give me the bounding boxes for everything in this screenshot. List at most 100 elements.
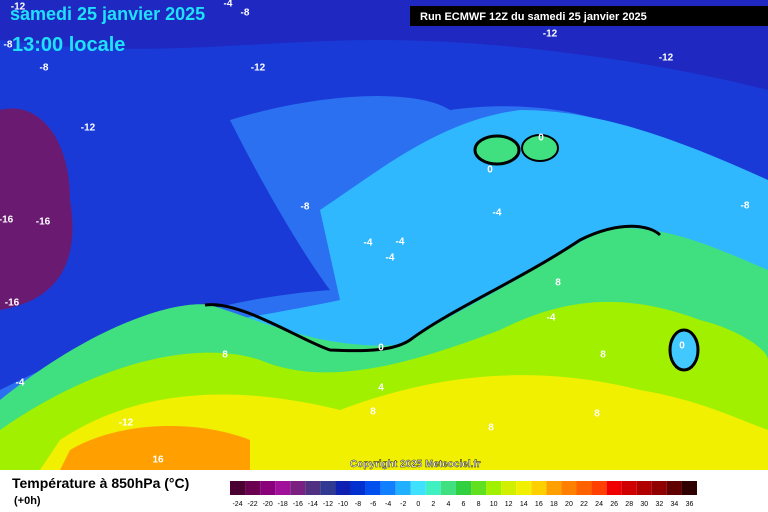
date-label: samedi 25 janvier 2025 [10,4,205,24]
colorbar-cell [531,481,547,495]
colorbar-label: -10 [338,501,348,508]
colorbar-cell [636,481,652,495]
contour-label: 16 [152,455,164,466]
contour-label: -8 [741,201,750,212]
colorbar-label: 10 [490,501,498,508]
colorbar-cell [486,481,502,495]
contour-label: -8 [4,40,13,51]
colorbar: -24 -22 -20 -18 -16 -14 -12 -10 -8 -6 -4 -2 0 2 4 6 8 10 1… [230,481,697,508]
colorbar-label: 14 [520,501,528,508]
colorbar-cell [290,481,306,495]
contour-label: -16 [0,215,14,226]
colorbar-cell [471,481,487,495]
contour-labels: -12 -4 -8 -12 -8 -8 -12 -12 -12 0 0 -8 -… [0,0,750,466]
colorbar-cell [681,481,697,495]
colorbar-cell [245,481,261,495]
colorbar-label: -12 [323,501,333,508]
contour-label: 4 [378,383,384,394]
colorbar-cell [576,481,592,495]
contour-label: -12 [251,63,266,74]
contour-label: -12 [119,418,134,429]
colorbar-cell [516,481,532,495]
legend-title: Température à 850hPa (°C) [12,475,189,491]
run-box [410,6,768,26]
colorbar-cell [621,481,637,495]
contour-label: 8 [222,350,228,361]
colorbar-cell [320,481,336,495]
contour-label: 0 [378,343,384,354]
colorbar-label: -4 [385,501,391,508]
contour-label: -4 [547,313,556,324]
contour-label: -4 [364,238,373,249]
colorbar-label: 32 [655,501,663,508]
colorbar-cell [335,481,351,495]
colorbar-label: 22 [580,501,588,508]
contour-label: -12 [11,2,26,13]
colorbar-cell [666,481,682,495]
contour-label: 8 [600,350,606,361]
colorbar-label: -24 [232,501,242,508]
colorbar-label: 2 [431,501,435,508]
colorbar-cell [380,481,396,495]
colorbar-label: 0 [416,501,420,508]
zero-isotherm-loop [473,134,521,166]
contour-label: -4 [493,208,502,219]
colorbar-label: -8 [355,501,361,508]
colorbar-cell [410,481,426,495]
colorbar-label: 16 [535,501,543,508]
forecast-step: (+0h) [14,495,41,507]
colorbar-cell [275,481,291,495]
contour-label: -12 [659,53,674,64]
zero-isotherm-loop [668,328,700,372]
colorbar-cell [561,481,577,495]
colorbar-label: 28 [625,501,633,508]
colorbar-cell [365,481,381,495]
colorbar-label: 12 [505,501,513,508]
colorbar-label: 20 [565,501,573,508]
colorbar-cell [395,481,411,495]
colorbar-cell [501,481,517,495]
contour-label: -16 [5,298,20,309]
contour-label: -4 [16,378,25,389]
map: -12 -4 -8 -12 -8 -8 -12 -12 -12 0 0 -8 -… [0,0,768,470]
colorbar-label: -2 [400,501,406,508]
time-label: 13:00 locale [12,34,125,56]
colorbar-cell [350,481,366,495]
cold-core [0,108,73,310]
zero-isotherm-loop [521,134,559,162]
contour-label: 0 [538,133,544,144]
contour-label: 0 [679,341,685,352]
zero-isotherm [204,224,662,353]
colorbar-cell [440,481,456,495]
contour-label: 8 [370,407,376,418]
contour-label: -8 [40,63,49,74]
run-label: Run ECMWF 12Z du samedi 25 janvier 2025 [420,11,647,23]
contour-label: -4 [386,253,395,264]
contour-label: 8 [594,409,600,420]
colorbar-label: -14 [308,501,318,508]
contour-label: -12 [543,29,558,40]
contour-label: -4 [396,237,405,248]
colorbar-label: -16 [293,501,303,508]
contour-label: -8 [241,8,250,19]
colorbar-cell [606,481,622,495]
colorbar-cell [425,481,441,495]
contour-label: 8 [488,423,494,434]
colorbar-cell [455,481,472,495]
colorbar-label: 36 [686,501,694,508]
colorbar-cell [230,481,246,495]
colorbar-label: 6 [462,501,466,508]
colorbar-label: -20 [263,501,273,508]
contour-label: -12 [81,123,96,134]
colorbar-label: -22 [248,501,258,508]
colorbar-label: 30 [640,501,648,508]
colorbar-label: 26 [610,501,618,508]
contour-label: -4 [224,0,233,10]
colorbar-label: 34 [671,501,679,508]
contour-label: -16 [36,217,51,228]
copyright: Copyright 2025 Meteociel.fr [350,459,481,470]
colorbar-cell [260,481,276,495]
colorbar-cell [546,481,562,495]
colorbar-label: -18 [278,501,288,508]
